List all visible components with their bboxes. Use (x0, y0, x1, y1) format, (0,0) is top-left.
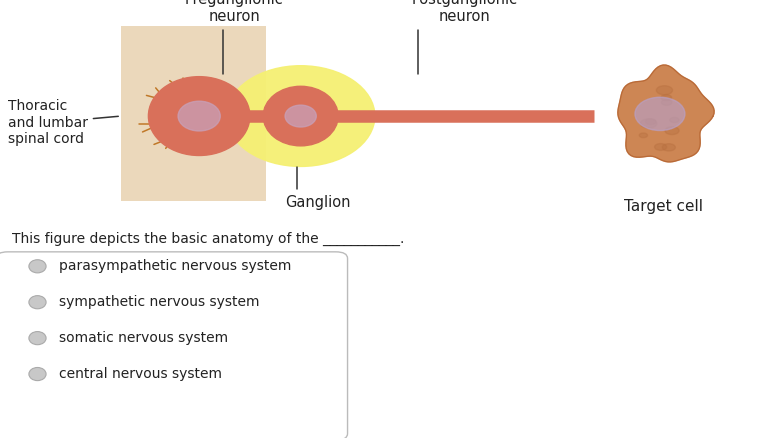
Ellipse shape (148, 77, 250, 155)
Text: parasympathetic nervous system: parasympathetic nervous system (59, 259, 291, 273)
Text: Preganglionic
neuron: Preganglionic neuron (185, 0, 284, 74)
Text: central nervous system: central nervous system (59, 367, 222, 381)
Circle shape (639, 133, 647, 138)
Text: somatic nervous system: somatic nervous system (59, 331, 228, 345)
Ellipse shape (29, 332, 46, 345)
FancyBboxPatch shape (0, 252, 348, 438)
Circle shape (670, 117, 679, 123)
Ellipse shape (226, 66, 375, 166)
Text: Thoracic
and lumbar
spinal cord: Thoracic and lumbar spinal cord (8, 99, 118, 146)
Circle shape (640, 119, 657, 128)
Ellipse shape (29, 367, 46, 381)
Ellipse shape (29, 260, 46, 273)
Text: This figure depicts the basic anatomy of the ___________.: This figure depicts the basic anatomy of… (12, 232, 404, 246)
Circle shape (662, 99, 672, 106)
Circle shape (661, 95, 672, 101)
Circle shape (654, 144, 667, 150)
Ellipse shape (263, 86, 338, 146)
Polygon shape (618, 65, 714, 162)
Ellipse shape (178, 101, 220, 131)
Text: Target cell: Target cell (624, 199, 704, 214)
Text: Ganglion: Ganglion (285, 167, 351, 210)
Ellipse shape (635, 97, 685, 131)
FancyBboxPatch shape (121, 26, 266, 201)
Ellipse shape (29, 296, 46, 309)
Ellipse shape (285, 105, 316, 127)
Circle shape (645, 119, 656, 124)
Text: Postganglionic
neuron: Postganglionic neuron (412, 0, 518, 74)
Circle shape (662, 144, 676, 151)
Circle shape (665, 127, 679, 134)
Text: sympathetic nervous system: sympathetic nervous system (59, 295, 259, 309)
Circle shape (656, 86, 672, 95)
